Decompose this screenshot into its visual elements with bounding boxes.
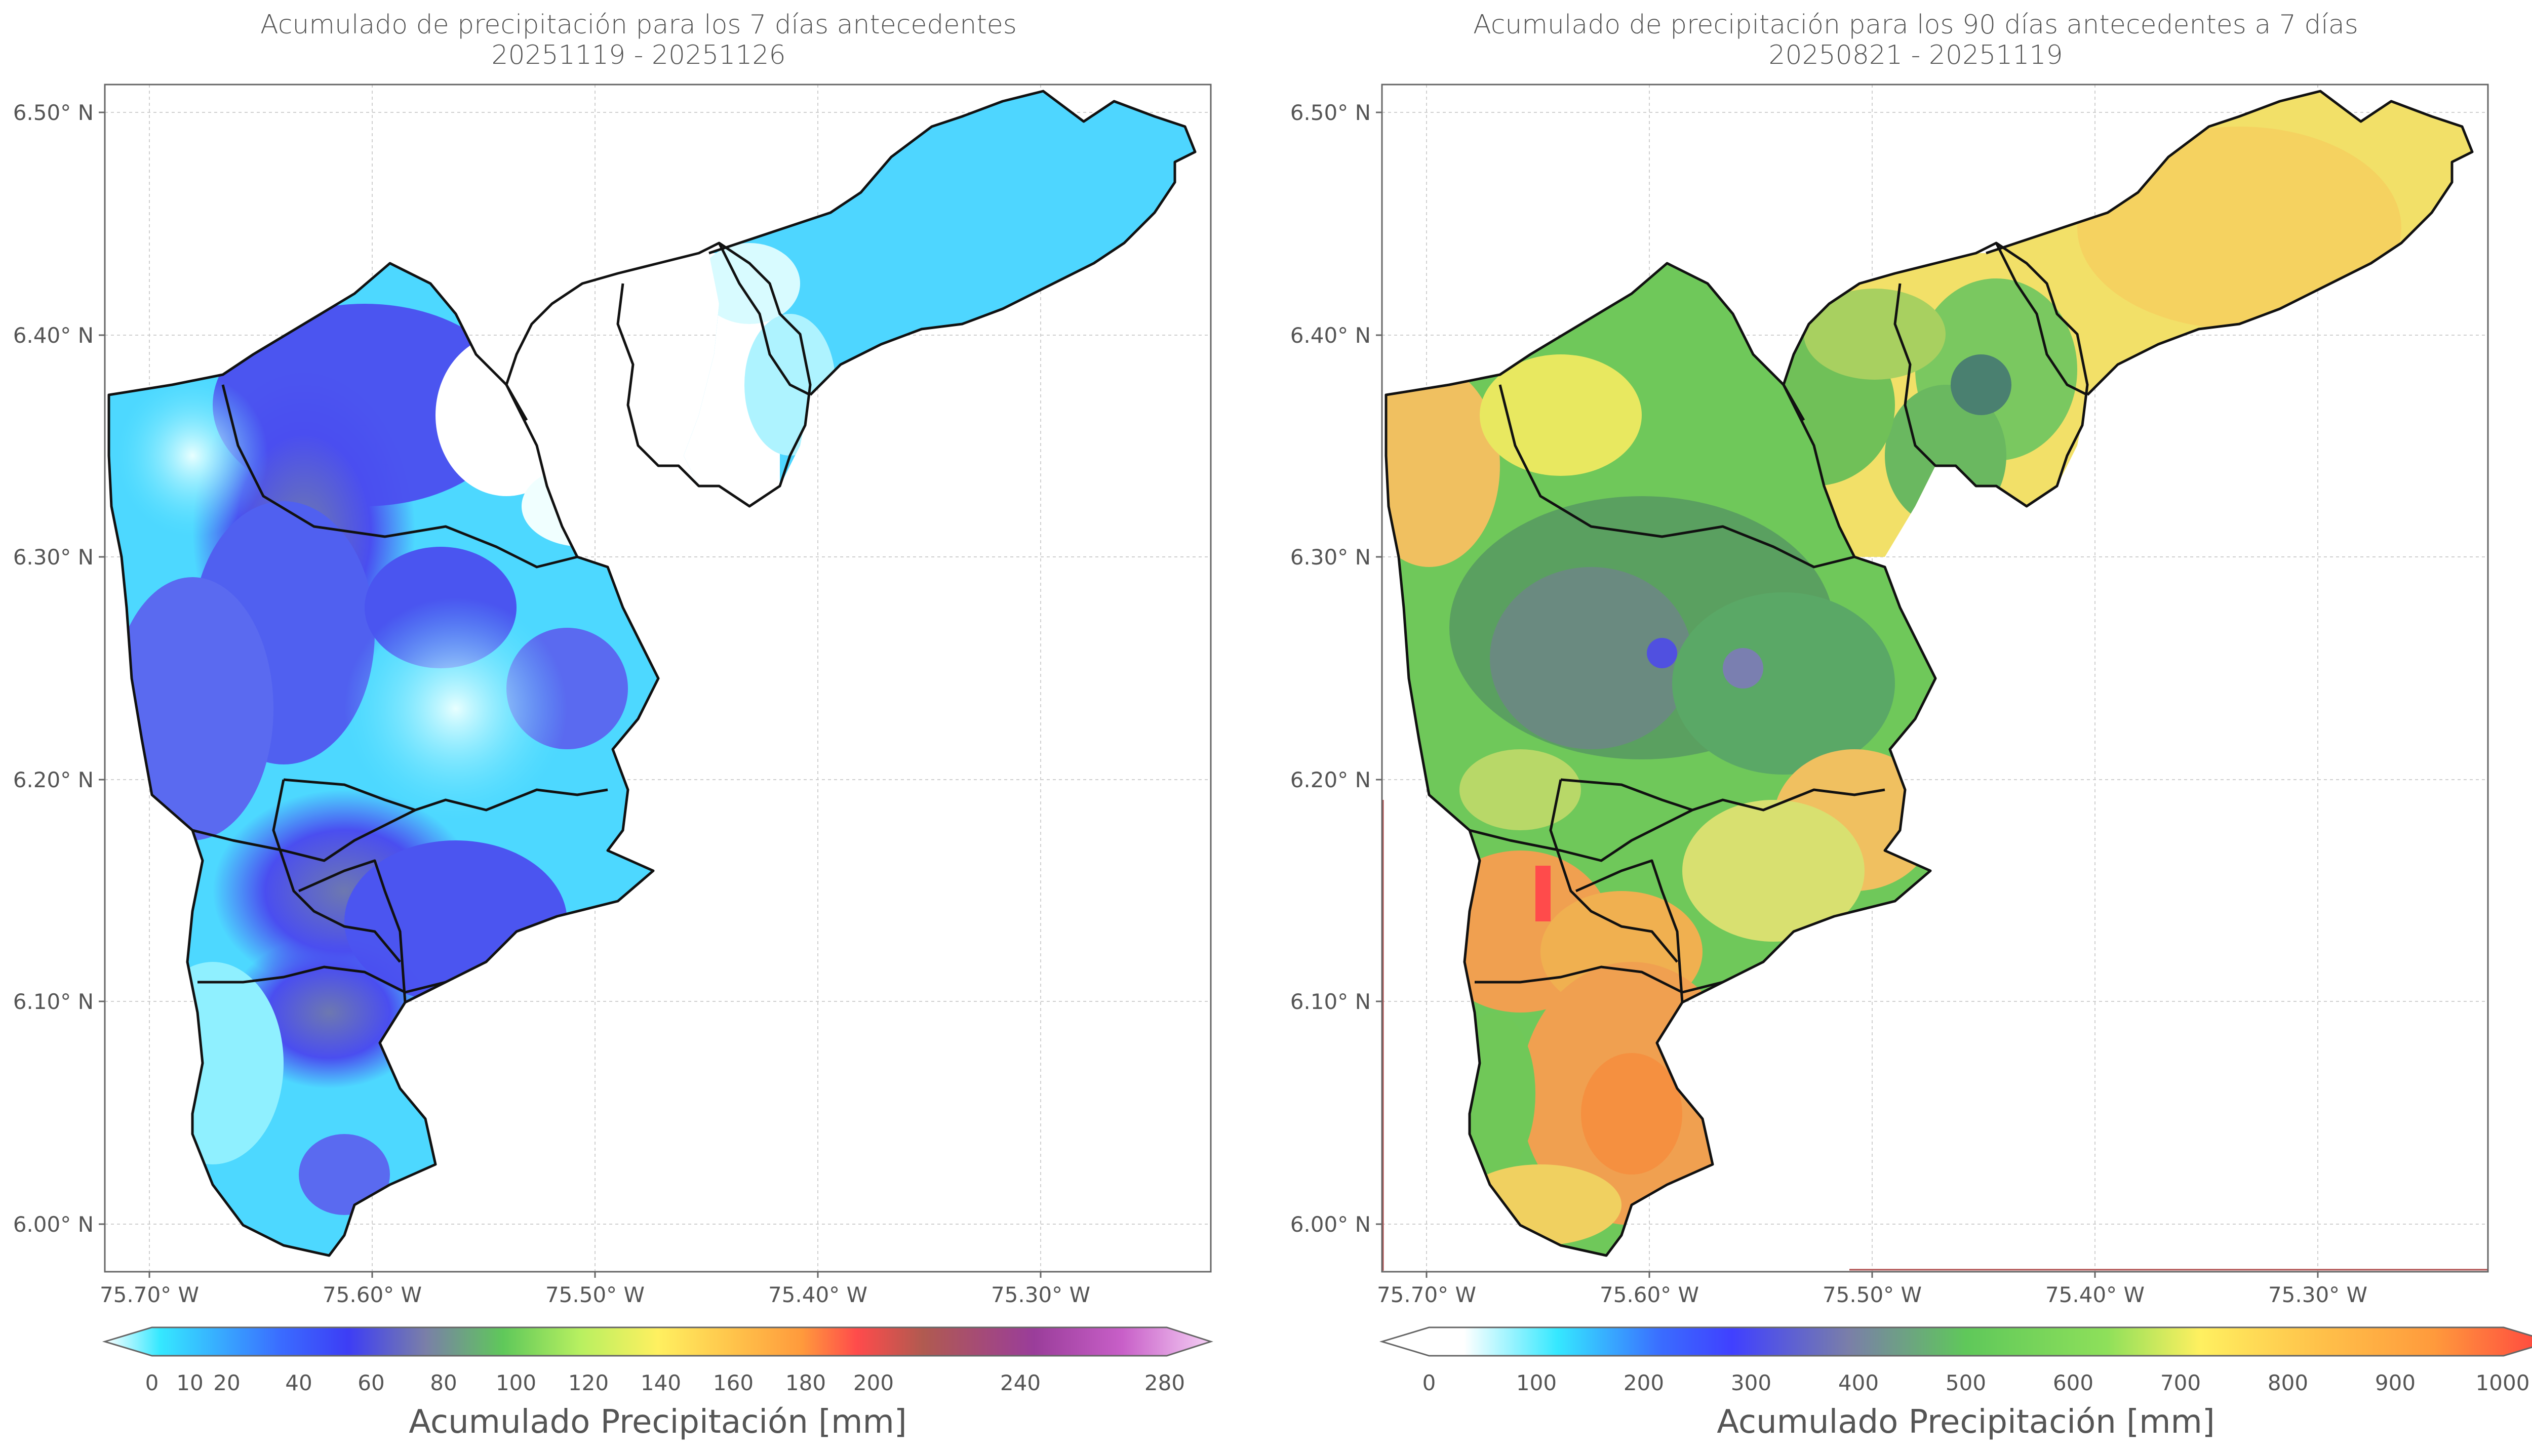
left-x-tick: 75.40° W xyxy=(768,1282,867,1307)
left-colorbar xyxy=(102,1326,1213,1357)
left-cb-tick: 100 xyxy=(496,1370,536,1395)
right-district-boundaries xyxy=(1384,90,2474,1257)
left-cb-tick: 0 xyxy=(145,1370,159,1395)
left-y-tick: 6.00° N xyxy=(13,1212,94,1237)
right-cb-tick: 900 xyxy=(2375,1370,2416,1395)
left-district-boundaries xyxy=(107,90,1197,1257)
left-y-tick: 6.10° N xyxy=(13,989,94,1014)
left-cb-tick: 60 xyxy=(358,1370,384,1395)
right-y-tick: 6.20° N xyxy=(1290,767,1371,792)
left-y-tick: 6.50° N xyxy=(13,100,94,125)
left-cb-tick: 120 xyxy=(568,1370,609,1395)
left-cb-tick: 20 xyxy=(213,1370,240,1395)
left-y-tick-marks xyxy=(99,111,105,1225)
left-cb-tick: 280 xyxy=(1144,1370,1185,1395)
right-y-tick: 6.00° N xyxy=(1290,1212,1371,1237)
right-x-tick: 75.30° W xyxy=(2268,1282,2367,1307)
right-x-tick: 75.60° W xyxy=(1600,1282,1699,1307)
right-cb-tick: 400 xyxy=(1838,1370,1879,1395)
right-x-tick: 75.70° W xyxy=(1377,1282,1476,1307)
left-x-tick: 75.70° W xyxy=(100,1282,199,1307)
right-title-line1: Acumulado de precipitación para los 90 d… xyxy=(1473,10,2358,40)
left-cb-tick: 180 xyxy=(785,1370,826,1395)
right-y-tick: 6.30° N xyxy=(1290,545,1371,570)
left-map-svg: 6.50° N 6.40° N 6.30° N 6.20° N 6.10° N … xyxy=(13,84,1213,1441)
right-cb-tick: 1000 xyxy=(2476,1370,2530,1395)
right-title-line2: 20250821 - 20251119 xyxy=(1768,40,2063,70)
right-y-tick-marks xyxy=(1376,111,1382,1225)
right-cb-tick: 700 xyxy=(2160,1370,2201,1395)
left-cb-tick: 240 xyxy=(1000,1370,1041,1395)
left-x-tick: 75.50° W xyxy=(545,1282,645,1307)
left-title-line2: 20251119 - 20251126 xyxy=(491,40,786,70)
left-x-tick: 75.30° W xyxy=(991,1282,1090,1307)
left-x-tick-marks xyxy=(148,1272,1042,1278)
right-plot-frame xyxy=(1381,84,2489,1273)
right-precip-field-west xyxy=(1386,263,1935,1256)
right-cb-tick: 800 xyxy=(2268,1370,2308,1395)
right-y-tick: 6.10° N xyxy=(1290,989,1371,1014)
left-title-line1: Acumulado de precipitación para los 7 dí… xyxy=(260,10,1017,40)
left-x-tick: 75.60° W xyxy=(323,1282,422,1307)
right-cb-tick: 200 xyxy=(1624,1370,1664,1395)
right-cb-tick: 100 xyxy=(1516,1370,1557,1395)
right-map-svg: 6.50° N 6.40° N 6.30° N 6.20° N 6.10° N … xyxy=(1290,84,2532,1441)
right-colorbar xyxy=(1379,1326,2532,1357)
right-cb-tick: 500 xyxy=(1946,1370,1986,1395)
left-cb-tick: 40 xyxy=(285,1370,312,1395)
left-cb-tick: 10 xyxy=(176,1370,203,1395)
left-cb-tick: 140 xyxy=(641,1370,681,1395)
right-map-panel: Acumulado de precipitación para los 90 d… xyxy=(1277,0,2532,1456)
left-y-tick: 6.40° N xyxy=(13,323,94,348)
right-cb-tick: 600 xyxy=(2053,1370,2093,1395)
right-cb-tick: 0 xyxy=(1422,1370,1436,1395)
left-colorbar-label: Acumulado Precipitación [mm] xyxy=(409,1403,907,1441)
right-cb-tick: 300 xyxy=(1731,1370,1771,1395)
right-x-tick-marks xyxy=(1426,1272,2319,1278)
right-x-tick: 75.50° W xyxy=(1823,1282,1922,1307)
left-cb-tick: 200 xyxy=(853,1370,894,1395)
right-x-tick: 75.40° W xyxy=(2045,1282,2145,1307)
left-cb-tick: 80 xyxy=(430,1370,457,1395)
right-y-tick: 6.40° N xyxy=(1290,323,1371,348)
left-y-tick: 6.30° N xyxy=(13,545,94,570)
right-y-tick: 6.50° N xyxy=(1290,100,1371,125)
left-map-panel: Acumulado de precipitación para los 7 dí… xyxy=(13,10,1213,1441)
left-cb-tick: 160 xyxy=(713,1370,754,1395)
right-colorbar-label: Acumulado Precipitación [mm] xyxy=(1717,1403,2215,1441)
left-plot-frame xyxy=(104,84,1212,1273)
left-y-tick: 6.20° N xyxy=(13,767,94,792)
